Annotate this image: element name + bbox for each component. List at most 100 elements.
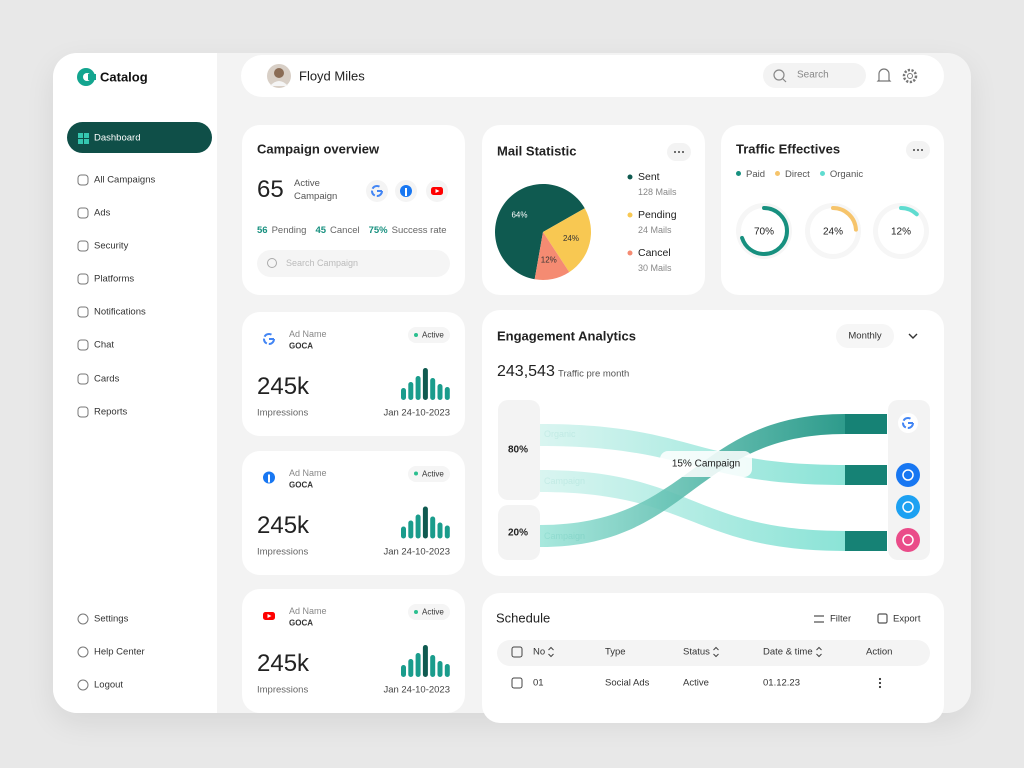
ad-value: 245k [257,650,310,677]
legend-detail: 30 Mails [638,263,672,273]
legend-name: Cancel [638,247,671,259]
ad-value: 245k [257,511,310,539]
cell: Active [683,677,709,689]
nav-item[interactable]: Chat [94,339,115,351]
total-label: Traffic pre month [558,368,630,380]
ad-name: GOCA [289,618,313,628]
flow-label: Campaign [544,476,586,486]
period: Monthly [848,330,882,342]
user-name: Floyd Miles [299,68,365,84]
column-header: Status [683,646,710,658]
more-button[interactable] [906,141,930,159]
legend-name: Paid [746,168,766,180]
search-placeholder: Search Campaign [286,258,359,268]
source-label: 80% [508,444,529,456]
card-title: Traffic Effectives [736,141,841,157]
ad-name: GOCA [289,480,313,489]
nav-item[interactable]: All Campaigns [94,174,156,186]
source-label: 20% [508,527,529,539]
ad-metric: Impressions [257,684,309,696]
column-header: Date & time [763,646,813,658]
stat-label: Success rate [391,224,447,236]
brand: Catalog [100,69,148,85]
target-value: 134k [852,470,870,480]
flow-label: Campaign [544,531,586,541]
card-title: Campaign overview [257,141,380,157]
column-header: Action [866,646,893,658]
legend-name: Pending [638,209,677,221]
traffic-legend: Paid Direct Organic [736,167,936,181]
legend-name: Organic [829,168,864,180]
nav-active[interactable] [67,122,212,153]
stat: 45 Cancel [315,225,359,236]
nav-item[interactable]: Settings [94,613,129,625]
ad-metric: Impressions [257,546,309,557]
nav-item[interactable]: Security [94,240,129,252]
status: Active [422,330,444,340]
legend-detail: 128 Mails [638,187,677,197]
stat-label: Cancel [330,224,360,236]
count-label: Active Campaign [294,178,338,202]
ad-value: 245k [257,373,310,400]
ad-name: GOCA [289,341,313,351]
stat-value: 56 [257,224,268,236]
legend-item: Organic [819,168,864,180]
more-button[interactable] [667,143,691,161]
center-label: 15% Campaign [671,458,741,470]
legend-item: Direct [775,169,810,180]
source-box [498,400,540,500]
legend-dot [775,171,781,177]
ad-date: Jan 24-10-2023 [383,407,450,419]
status-pill [408,465,450,482]
nav-item[interactable]: Cards [94,373,120,385]
status: Active [422,607,444,617]
target-value: 234k [852,420,870,430]
nav-item[interactable]: Reports [94,406,128,418]
ad-metric: Impressions [257,407,309,419]
target-value: 234k [852,536,870,546]
stat-label: Pending [271,224,307,236]
legend-name: Direct [785,168,810,180]
nav-item[interactable]: Dashboard [94,132,141,144]
legend-name: Sent [638,171,660,183]
source-box [498,505,540,560]
stats: 56 Pending 45 Cancel 75% Success rate [257,223,457,237]
nav-item[interactable]: Notifications [94,306,146,318]
period-select[interactable] [836,324,894,348]
stat: 75% Success rate [369,225,447,236]
status-pill [408,327,450,343]
count: 65 [257,176,284,203]
ad-label: Ad Name [289,329,327,339]
nav-item[interactable]: Help Center [94,646,145,658]
total: 243,543 [497,363,555,380]
nav-item[interactable]: Platforms [94,273,135,285]
card-title: Engagement Analytics [497,328,636,344]
stat-value: 45 [315,224,327,236]
search-placeholder: Search [797,69,829,81]
cell: 01.12.23 [763,677,800,689]
card-title: Schedule [496,610,551,626]
cell: Social Ads [605,677,650,689]
ad-label: Ad Name [289,606,327,616]
status: Active [422,469,444,478]
legend-dot [736,171,741,177]
column-header: No [533,646,546,658]
legend-dot [819,171,825,177]
button-label[interactable]: Filter [830,613,852,625]
ad-date: Jan 24-10-2023 [383,546,450,557]
stat-value: 75% [368,224,388,236]
ad-date: Jan 24-10-2023 [383,684,450,696]
column-header: Type [605,646,626,658]
nav-item[interactable]: Ads [94,207,111,219]
cell: 01 [533,677,544,689]
flow-label: Organic [544,429,576,439]
campaign-search[interactable] [257,250,450,277]
status-pill [408,604,450,620]
target-icons [888,400,930,560]
stat: 56 Pending [257,225,306,236]
button-label[interactable]: Export [893,613,921,625]
legend-item: Paid [736,169,765,180]
legend-detail: 24 Mails [638,225,672,235]
nav-item[interactable]: Logout [94,679,124,691]
